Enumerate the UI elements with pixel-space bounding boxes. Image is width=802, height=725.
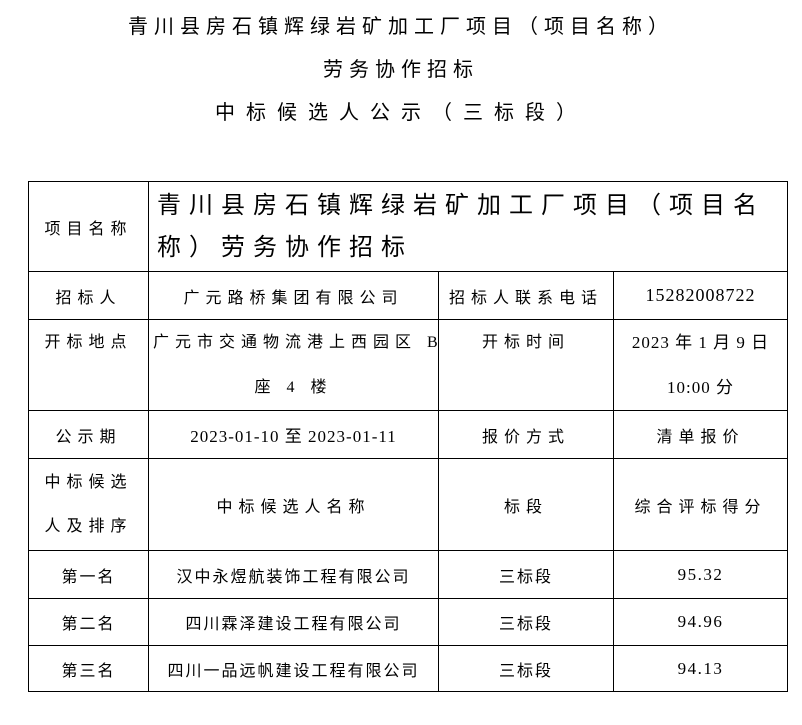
candidate-rank-cell: 第二名 xyxy=(28,598,149,646)
project-name-value-cell: 青川县房石镇辉绿岩矿加工厂项目（项目名 称）劳务协作招标 xyxy=(147,181,789,272)
opening-location-label-cell: 开标地点 xyxy=(28,319,149,411)
candidate-score-cell: 94.96 xyxy=(612,598,789,646)
bidder-phone-label-cell: 招标人联系电话 xyxy=(438,271,614,320)
opening-location-value-cell: 广元市交通物流港上西园区 B 座 4 楼 xyxy=(148,319,439,411)
project-name-value-line1: 青川县房石镇辉绿岩矿加工厂项目（项目名 xyxy=(157,192,765,219)
candidate-rank-header-line1: 中标候选 xyxy=(44,473,133,491)
candidate-rank-cell: 第一名 xyxy=(28,550,149,599)
candidate-section-cell: 三标段 xyxy=(438,598,614,646)
project-name-row: 项目名称 青川县房石镇辉绿岩矿加工厂项目（项目名 称）劳务协作招标 xyxy=(28,181,789,272)
opening-location-line1: 广元市交通物流港上西园区 B xyxy=(153,334,439,351)
publicity-period-value-cell: 2023-01-10 至 2023-01-11 xyxy=(148,410,439,459)
candidate-name-cell: 四川霖泽建设工程有限公司 xyxy=(148,598,439,646)
candidate-score-cell: 94.13 xyxy=(612,645,789,692)
quote-method-value-cell: 清单报价 xyxy=(612,410,789,459)
section-header-cell: 标段 xyxy=(438,458,614,551)
candidate-rank-cell: 第三名 xyxy=(28,645,149,692)
candidate-section-cell: 三标段 xyxy=(438,550,614,599)
opening-time-line2: 10:00 分 xyxy=(667,378,734,397)
candidate-header-row: 中标候选 人及排序 中标候选人名称 标段 综合评标得分 xyxy=(28,458,789,551)
candidate-score-cell: 95.32 xyxy=(612,550,789,599)
title-line-tender-type: 劳务协作招标 xyxy=(323,59,479,81)
opening-time-value-cell: 2023 年 1 月 9 日 10:00 分 xyxy=(612,319,789,411)
candidate-rank-header-line2: 人及排序 xyxy=(44,517,133,535)
opening-row: 开标地点 广元市交通物流港上西园区 B 座 4 楼 开标时间 2023 年 1 … xyxy=(28,319,789,411)
publicity-period-label-cell: 公示期 xyxy=(28,410,149,459)
publicity-row: 公示期 2023-01-10 至 2023-01-11 报价方式 清单报价 xyxy=(28,410,789,459)
bidder-phone-value-cell: 15282008722 xyxy=(612,271,789,320)
project-name-value-line2: 称）劳务协作招标 xyxy=(157,234,413,261)
candidate-name-header-cell: 中标候选人名称 xyxy=(148,458,439,551)
candidate-rank-header-cell: 中标候选 人及排序 xyxy=(28,458,149,551)
candidate-section-cell: 三标段 xyxy=(438,645,614,692)
opening-time-label-cell: 开标时间 xyxy=(438,319,614,411)
opening-location-line2: 座 4 楼 xyxy=(254,379,333,396)
title-line-announcement: 中标候选人公示（三标段） xyxy=(215,102,587,124)
project-name-label-cell: 项目名称 xyxy=(28,181,149,272)
score-header-cell: 综合评标得分 xyxy=(612,458,789,551)
title-line-project-name: 青川县房石镇辉绿岩矿加工厂项目（项目名称） xyxy=(128,16,674,38)
candidate-row-1: 第一名 汉中永煜航装饰工程有限公司 三标段 95.32 xyxy=(28,550,789,599)
bidder-value-cell: 广元路桥集团有限公司 xyxy=(148,271,439,320)
quote-method-label-cell: 报价方式 xyxy=(438,410,614,459)
document-title-block: 青川县房石镇辉绿岩矿加工厂项目（项目名称） 劳务协作招标 中标候选人公示（三标段… xyxy=(0,0,802,135)
bid-announcement-table: 项目名称 青川县房石镇辉绿岩矿加工厂项目（项目名 称）劳务协作招标 招标人 广元… xyxy=(28,181,789,692)
opening-time-line1: 2023 年 1 月 9 日 xyxy=(631,333,770,352)
bidder-label-cell: 招标人 xyxy=(28,271,149,320)
candidate-row-3: 第三名 四川一品远帆建设工程有限公司 三标段 94.13 xyxy=(28,645,789,692)
candidate-row-2: 第二名 四川霖泽建设工程有限公司 三标段 94.96 xyxy=(28,598,789,646)
candidate-name-cell: 汉中永煜航装饰工程有限公司 xyxy=(148,550,439,599)
bidder-row: 招标人 广元路桥集团有限公司 招标人联系电话 15282008722 xyxy=(28,271,789,320)
candidate-name-cell: 四川一品远帆建设工程有限公司 xyxy=(148,645,439,692)
